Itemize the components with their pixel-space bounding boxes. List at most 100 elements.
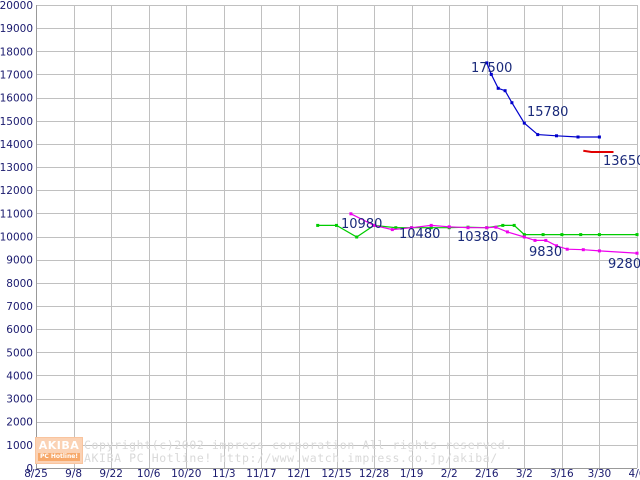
series-point-green-series: [541, 233, 545, 237]
logo-tagline-text: PC Hotline!: [37, 453, 81, 461]
series-point-magenta-series: [429, 223, 433, 227]
series-point-magenta-series: [581, 248, 585, 252]
series-point-magenta-series: [410, 226, 414, 230]
axis-layer: [36, 5, 637, 469]
series-point-magenta-series: [390, 228, 394, 232]
series-point-green-series: [429, 226, 433, 230]
value-label-9830: 9830: [529, 245, 562, 260]
series-line-magenta-series: [350, 213, 638, 254]
value-label-13650: 13650: [603, 154, 640, 169]
y-tick-label: 19000: [0, 23, 33, 35]
y-tick-label: 0: [26, 463, 33, 475]
series-point-magenta-series: [494, 225, 498, 229]
x-tick-label: 3/16: [550, 468, 574, 480]
x-tick-label: 9/8: [65, 468, 82, 480]
series-point-magenta-series: [635, 251, 639, 255]
x-tick-label: 2/16: [475, 468, 499, 480]
series-point-blue-series: [536, 133, 540, 137]
series-point-green-series: [579, 233, 583, 237]
watermark-line-2: AKIBA PC Hotline! http://www.watch.impre…: [84, 451, 498, 465]
watermark-layer: Copyright(c)2002 impress corporation All…: [84, 438, 513, 465]
y-tick-label: 20000: [0, 0, 33, 12]
series-point-green-series: [335, 223, 338, 227]
logo-brand-text: AKIBA: [38, 439, 80, 452]
x-axis-tick-labels: 8/25 9/8 9/22 10/6 10/20 11/3 11/17 12/1 12/15 12…: [24, 468, 640, 480]
series-point-green-series: [522, 233, 526, 237]
y-tick-label: 12000: [0, 185, 33, 197]
series-point-green-series: [501, 223, 505, 227]
x-tick-label: 12/28: [359, 468, 389, 480]
value-label-10980: 10980: [341, 217, 382, 232]
series-line-blue-series: [486, 62, 600, 138]
series-point-blue-series: [522, 121, 526, 125]
series-point-magenta-series: [466, 226, 470, 230]
x-tick-label: 10/20: [171, 468, 201, 480]
series-point-magenta-series: [555, 244, 558, 248]
series-point-green-series: [512, 223, 516, 227]
series-point-blue-series: [489, 72, 493, 76]
series-point-blue-series: [597, 135, 601, 139]
watermark-line-1: Copyright(c)2002 impress corporation All…: [84, 438, 513, 452]
x-tick-label: 11/3: [212, 468, 236, 480]
series-point-magenta-series: [505, 230, 509, 234]
y-tick-label: 3000: [6, 394, 33, 406]
series-point-magenta-series: [447, 225, 451, 229]
value-label-9280: 9280: [608, 257, 640, 272]
x-tick-label: 3/30: [588, 468, 612, 480]
series-point-blue-series: [555, 134, 558, 138]
series-layer: [316, 61, 639, 255]
data-value-annotations: 17500 15780 13650 10980 10480 10380 9830 9280: [341, 61, 640, 272]
value-label-15780: 15780: [527, 105, 568, 120]
series-point-green-series: [560, 233, 564, 237]
x-tick-label: 4/6: [629, 468, 640, 480]
series-point-magenta-series: [597, 249, 601, 253]
akiba-pc-hotline-logo: AKIBA PC Hotline!: [35, 437, 83, 464]
series-point-magenta-series: [533, 238, 537, 242]
series-point-green-series: [316, 223, 320, 227]
x-tick-label: 12/15: [321, 468, 351, 480]
y-tick-label: 1000: [6, 440, 33, 452]
value-label-10380: 10380: [457, 230, 498, 245]
y-tick-label: 10000: [0, 232, 33, 244]
series-point-green-series: [597, 233, 601, 237]
y-tick-label: 6000: [6, 324, 33, 336]
series-line-red-series: [583, 149, 614, 153]
x-tick-label: 2/2: [441, 468, 458, 480]
y-tick-label: 7000: [6, 301, 33, 313]
y-tick-label: 18000: [0, 46, 33, 58]
series-point-blue-series: [576, 135, 580, 139]
y-tick-label: 11000: [0, 208, 33, 220]
x-tick-label: 8/25: [24, 468, 48, 480]
series-point-blue-series: [510, 101, 514, 105]
y-tick-label: 4000: [6, 370, 33, 382]
series-point-magenta-series: [565, 247, 569, 251]
series-point-green-series: [394, 226, 398, 230]
y-tick-label: 5000: [6, 347, 33, 359]
series-point-green-series: [635, 233, 639, 237]
y-tick-label: 13000: [0, 162, 33, 174]
x-tick-label: 12/1: [287, 468, 311, 480]
series-point-magenta-series: [372, 223, 376, 227]
x-tick-label: 9/22: [99, 468, 123, 480]
y-tick-label: 9000: [6, 255, 33, 267]
x-tick-label: 11/17: [246, 468, 276, 480]
value-label-17500: 17500: [471, 61, 512, 76]
y-tick-label: 15000: [0, 116, 33, 128]
y-tick-label: 17000: [0, 69, 33, 81]
y-tick-label: 2000: [6, 417, 33, 429]
grid-layer: [36, 5, 638, 469]
series-point-green-series: [355, 235, 359, 239]
value-label-10480: 10480: [399, 227, 440, 242]
y-tick-label: 14000: [0, 139, 33, 151]
series-point-magenta-series: [485, 226, 489, 230]
x-tick-label: 1/19: [400, 468, 424, 480]
series-point-magenta-series: [522, 235, 526, 239]
series-point-blue-series: [503, 89, 507, 93]
y-axis-tick-labels: 2000019000180001700016000150001400013000…: [0, 0, 33, 475]
y-tick-label: 8000: [6, 278, 33, 290]
series-point-magenta-series: [349, 212, 353, 216]
x-tick-label: 10/6: [137, 468, 161, 480]
series-point-blue-series: [496, 86, 500, 90]
